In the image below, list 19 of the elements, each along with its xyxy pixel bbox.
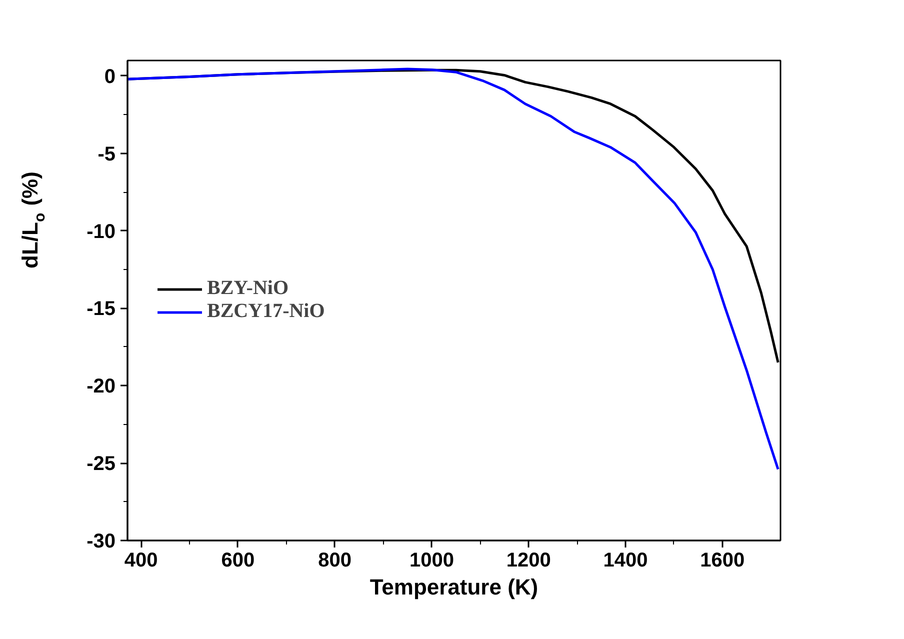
x-tick-label: 1400	[603, 550, 648, 572]
x-tick-label: 600	[221, 550, 255, 572]
y-tick-label: -30	[86, 530, 116, 552]
y-tick-label: -15	[86, 298, 116, 320]
y-tick-label: -20	[86, 376, 116, 398]
y-tick-label: -5	[98, 143, 116, 166]
y-tick-label: -10	[86, 220, 116, 243]
y-tick-label: 0	[104, 66, 116, 88]
y-axis-title: dL/Lo (%)	[18, 172, 48, 268]
y-tick-label: -25	[86, 453, 116, 476]
x-axis-title: Temperature (K)	[370, 574, 538, 600]
x-tick-label: 800	[318, 550, 352, 572]
x-tick-label: 400	[124, 550, 158, 572]
x-tick-label: 1000	[409, 550, 454, 572]
x-tick-label: 1200	[506, 550, 551, 572]
legend-label: BZY-NiO	[207, 277, 289, 300]
x-tick-label: 1600	[700, 550, 745, 572]
legend-label: BZCY17-NiO	[207, 300, 325, 323]
line-series	[128, 68, 780, 471]
